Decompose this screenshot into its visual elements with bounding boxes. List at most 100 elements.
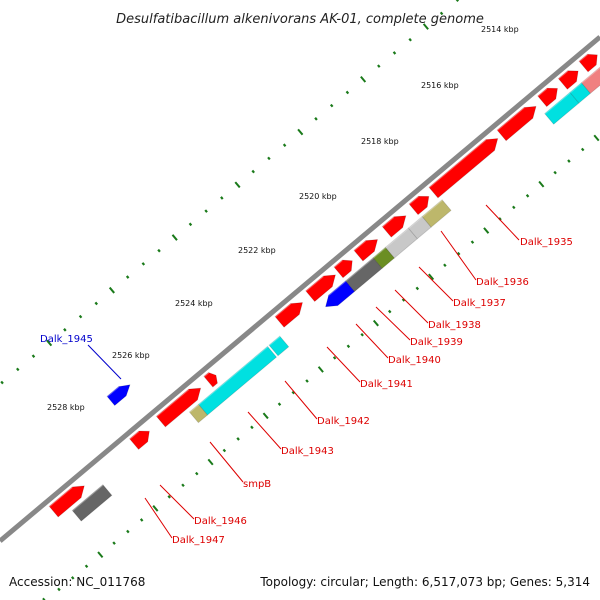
kbp-label: 2520 kbp xyxy=(299,192,337,201)
leader-line xyxy=(247,411,282,450)
tick-mark xyxy=(360,332,364,337)
tick-mark xyxy=(593,134,600,142)
gene-forward-arrow xyxy=(381,215,407,238)
label-leaders xyxy=(87,204,520,539)
tick-mark xyxy=(188,222,193,227)
gene-forward-arrow xyxy=(155,387,202,428)
tick-mark xyxy=(305,379,309,383)
tick-mark xyxy=(392,51,397,55)
kbp-labels: 2514 kbp 2516 kbp 2518 kbp 2520 kbp 2522… xyxy=(47,25,519,412)
tick-mark xyxy=(234,181,241,189)
tick-mark xyxy=(267,156,271,161)
gene-label-dalk-1939: Dalk_1939 xyxy=(410,337,463,348)
gene-features xyxy=(48,53,600,522)
tick-mark xyxy=(498,217,502,221)
gene-inner-block xyxy=(268,335,290,357)
gene-label-dalk-1943: Dalk_1943 xyxy=(281,446,334,457)
tick-mark xyxy=(525,194,530,198)
accession-text: Accession: NC_011768 xyxy=(9,575,145,589)
tick-mark xyxy=(236,437,240,441)
kbp-label: 2522 kbp xyxy=(238,246,276,255)
gene-label-dalk-1945: Dalk_1945 xyxy=(40,334,93,345)
gene-forward-arrow xyxy=(333,259,353,279)
tick-mark xyxy=(57,587,61,592)
tick-mark xyxy=(422,23,429,30)
tick-mark xyxy=(251,169,255,174)
gene-labels: Dalk_1935 Dalk_1936 Dalk_1937 Dalk_1938 … xyxy=(40,237,573,546)
leader-line xyxy=(418,266,454,302)
gene-forward-arrow xyxy=(408,195,430,216)
tick-mark xyxy=(78,314,83,319)
gene-forward-arrow xyxy=(557,70,579,90)
tick-mark xyxy=(408,37,412,42)
leader-line xyxy=(284,380,318,420)
kbp-label: 2526 kbp xyxy=(112,351,150,360)
gene-label-dalk-1936: Dalk_1936 xyxy=(476,277,529,288)
leader-line xyxy=(87,344,122,380)
gene-label-dalk-1935: Dalk_1935 xyxy=(520,237,573,248)
tick-mark xyxy=(204,209,208,213)
tick-mark xyxy=(70,576,75,580)
genome-summary-text: Topology: circular; Length: 6,517,073 bp… xyxy=(259,575,590,589)
tick-mark xyxy=(483,227,490,234)
gene-forward-arrow xyxy=(128,430,150,450)
gene-forward-arrow xyxy=(203,371,218,388)
tick-mark xyxy=(167,495,171,499)
tick-mark xyxy=(0,380,4,385)
kbp-label: 2528 kbp xyxy=(47,403,85,412)
tick-mark xyxy=(415,286,420,291)
gene-label-smpb: smpB xyxy=(243,479,271,490)
tick-mark xyxy=(377,64,381,68)
map-title: Desulfatibacillum alkenivorans AK-01, co… xyxy=(116,12,484,27)
kbp-label: 2524 kbp xyxy=(175,299,213,308)
tick-mark xyxy=(317,366,324,373)
gene-inner-block xyxy=(421,199,452,228)
tick-mark xyxy=(139,518,144,522)
gene-forward-arrow xyxy=(48,485,85,518)
gene-inner-block xyxy=(325,280,356,308)
tick-mark xyxy=(428,273,435,281)
tick-mark xyxy=(31,354,36,358)
gene-label-dalk-1942: Dalk_1942 xyxy=(317,416,370,427)
tick-mark xyxy=(157,248,161,253)
tick-mark xyxy=(181,483,185,488)
tick-mark xyxy=(329,103,334,108)
leader-line xyxy=(485,204,520,241)
tick-mark xyxy=(297,128,304,136)
tick-mark xyxy=(277,402,282,406)
gene-label-dalk-1938: Dalk_1938 xyxy=(428,320,481,331)
tick-mark xyxy=(470,240,475,244)
leader-line xyxy=(440,230,477,281)
tick-mark xyxy=(567,159,571,163)
tick-mark xyxy=(291,390,296,395)
tick-mark xyxy=(314,117,318,121)
tick-mark xyxy=(141,262,146,266)
tick-mark xyxy=(443,263,447,268)
tick-mark xyxy=(580,147,585,152)
gene-label-dalk-1937: Dalk_1937 xyxy=(453,298,506,309)
gene-forward-arrow xyxy=(305,274,336,303)
tick-mark xyxy=(207,458,214,466)
leader-line xyxy=(159,484,195,520)
tick-mark xyxy=(46,339,53,347)
gene-forward-arrow xyxy=(428,138,499,199)
leader-line xyxy=(209,441,244,483)
tick-mark xyxy=(195,471,199,476)
tick-mark xyxy=(222,448,227,453)
tick-mark xyxy=(220,196,224,200)
tick-mark xyxy=(112,541,116,545)
gene-reverse-arrow xyxy=(106,384,131,407)
tick-mark xyxy=(346,344,351,349)
tick-mark xyxy=(401,298,406,302)
tick-mark xyxy=(553,170,557,175)
tick-mark xyxy=(84,564,89,569)
leader-line xyxy=(355,323,389,359)
gene-forward-arrow xyxy=(274,302,304,328)
backbone xyxy=(0,35,600,543)
tick-mark xyxy=(125,275,130,279)
gene-inner-block xyxy=(71,484,113,522)
gene-label-dalk-1947: Dalk_1947 xyxy=(172,535,225,546)
tick-mark xyxy=(94,301,98,306)
